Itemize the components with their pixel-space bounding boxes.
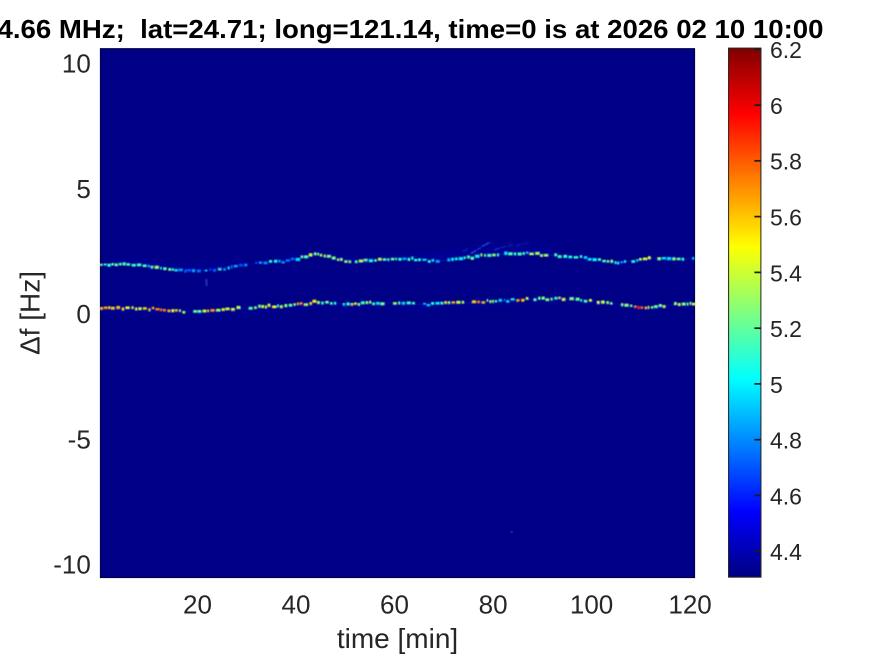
svg-text:5.6: 5.6 [770, 205, 802, 231]
svg-text:40: 40 [282, 589, 311, 619]
svg-text:4.66 MHz; lat=24.71; long=121: 4.66 MHz; lat=24.71; long=121.14, time=0… [0, 14, 824, 44]
svg-text:5.2: 5.2 [770, 316, 802, 342]
svg-text:5: 5 [770, 372, 783, 398]
svg-text:4.4: 4.4 [770, 539, 802, 565]
svg-text:-10: -10 [53, 550, 91, 580]
svg-text:4.8: 4.8 [770, 428, 802, 454]
svg-text:60: 60 [380, 589, 409, 619]
svg-text:4.6: 4.6 [770, 483, 802, 509]
svg-text:time [min]: time [min] [337, 623, 458, 654]
svg-text:120: 120 [668, 589, 711, 619]
svg-text:6: 6 [770, 93, 783, 119]
svg-text:6.2: 6.2 [770, 37, 802, 63]
svg-text:5.8: 5.8 [770, 149, 802, 175]
svg-text:10: 10 [62, 49, 91, 79]
svg-text:80: 80 [479, 589, 508, 619]
svg-text:5.4: 5.4 [770, 260, 802, 286]
svg-text:Δf [Hz]: Δf [Hz] [14, 271, 45, 355]
svg-text:100: 100 [570, 589, 613, 619]
svg-text:0: 0 [76, 299, 90, 329]
svg-text:20: 20 [183, 589, 212, 619]
svg-text:5: 5 [76, 174, 90, 204]
svg-text:-5: -5 [68, 424, 91, 454]
